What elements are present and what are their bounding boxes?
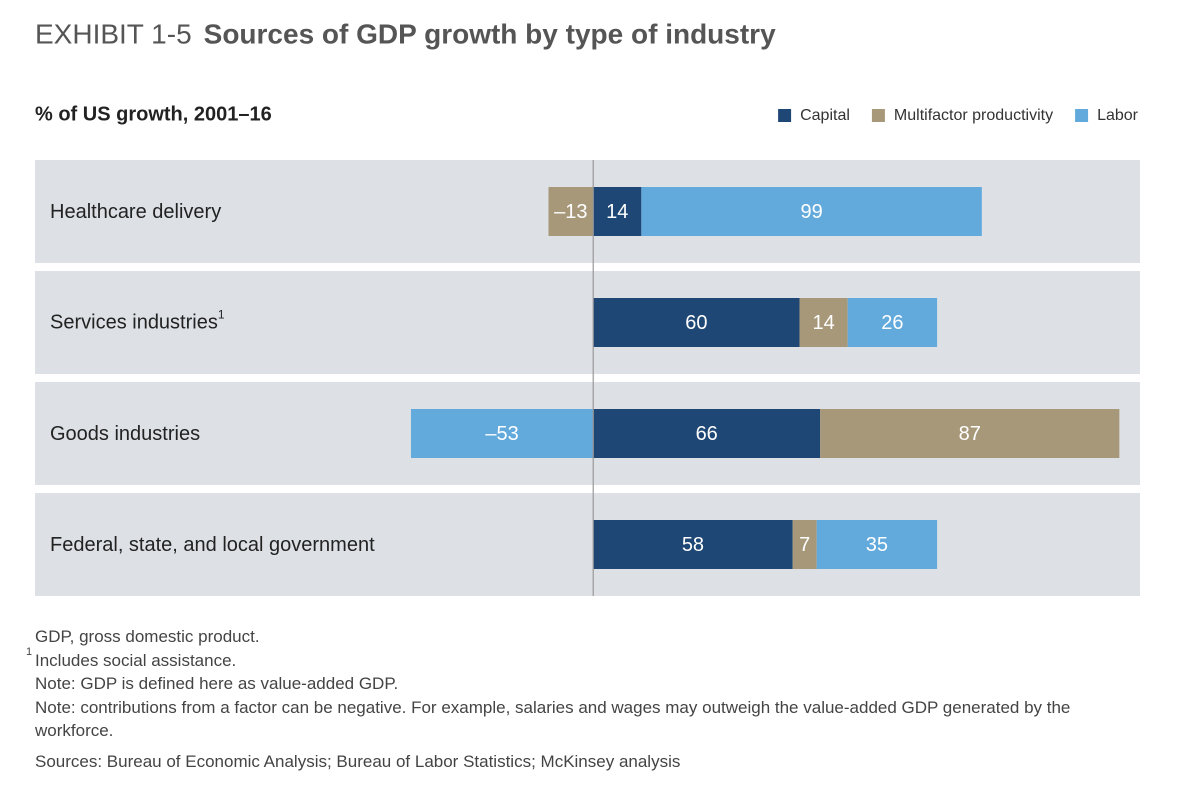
footnote-marker: 1 (218, 308, 225, 322)
legend-swatch (871, 109, 885, 122)
bar-segment (641, 187, 982, 236)
note-text: Note: GDP is defined here as value-added… (35, 674, 399, 693)
legend-swatch (778, 109, 792, 122)
bar-segment (593, 520, 793, 569)
value-label: 99 (800, 201, 822, 223)
category-label: Federal, state, and local government (50, 534, 375, 556)
note: Note: contributions from a factor can be… (35, 696, 1115, 743)
value-label: 14 (606, 201, 628, 223)
value-label: –53 (485, 423, 518, 445)
chart-title: Sources of GDP growth by type of industr… (204, 18, 776, 49)
note-text: GDP, gross domestic product. (35, 627, 260, 646)
value-label: 35 (866, 534, 888, 556)
value-label: 26 (881, 312, 903, 334)
row-panel (35, 493, 1140, 596)
note: Note: GDP is defined here as value-added… (35, 672, 1115, 696)
value-label: 14 (812, 312, 834, 334)
note-marker: 1 (26, 645, 33, 658)
value-label: 60 (685, 312, 707, 334)
value-label: –13 (554, 201, 587, 223)
value-label: 58 (682, 534, 704, 556)
bar-segment (410, 409, 594, 458)
category-text: Services industries (50, 312, 218, 334)
legend-label: Capital (800, 107, 850, 124)
note-text: Note: contributions from a factor can be… (35, 697, 1071, 741)
bar-segment (593, 187, 642, 236)
bar-segment (816, 520, 938, 569)
bar-segment (799, 298, 848, 347)
legend-label: Multifactor productivity (894, 107, 1053, 124)
notes: GDP, gross domestic product. 1 Includes so… (26, 625, 1115, 774)
note: Sources: Bureau of Economic Analysis; Bu… (35, 750, 1115, 774)
value-label: 87 (959, 423, 981, 445)
legend-label: Labor (1097, 107, 1139, 124)
note: GDP, gross domestic product. (35, 625, 1115, 649)
bar-segment (593, 298, 800, 347)
note: 1 Includes social assistance. (26, 646, 1115, 673)
category-label: Goods industries (50, 423, 200, 445)
bar-segment (792, 520, 817, 569)
bar-segment (847, 298, 938, 347)
chart: EXHIBIT 1-5 Sources of GDP growth by typ… (35, 18, 1140, 596)
exhibit-label: EXHIBIT 1-5 (35, 18, 192, 49)
bar-segment (593, 409, 821, 458)
bar-segment (820, 409, 1120, 458)
chart-subtitle: % of US growth, 2001–16 (35, 103, 272, 125)
value-label: 7 (799, 534, 810, 556)
value-label: 66 (696, 423, 718, 445)
note-text: Sources: Bureau of Economic Analysis; Bu… (35, 751, 681, 771)
category-label: Healthcare delivery (50, 201, 221, 223)
category-label: Services industries1 (50, 308, 225, 334)
row-panel (35, 271, 1140, 374)
bar-segment (548, 187, 594, 236)
legend-swatch (1075, 109, 1089, 122)
note-text: Includes social assistance. (35, 650, 237, 670)
